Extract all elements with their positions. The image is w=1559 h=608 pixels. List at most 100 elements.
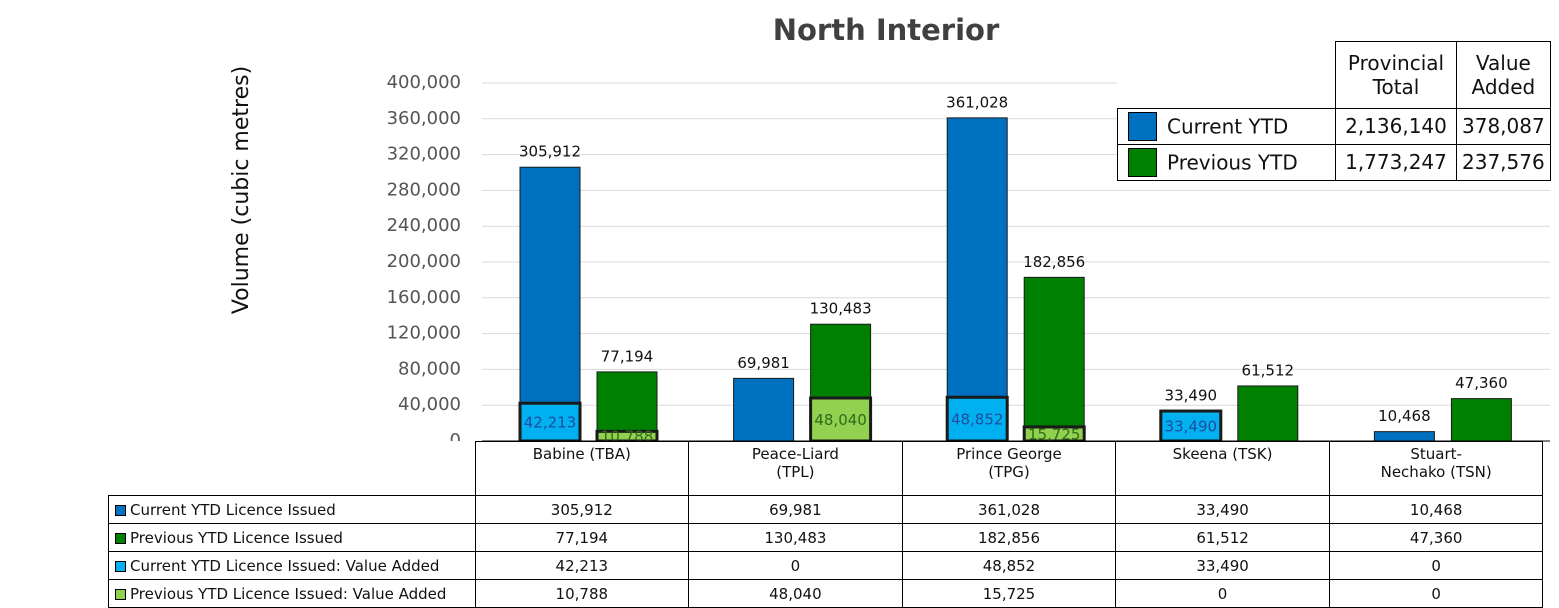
y-tick-label: 120,000 (387, 323, 461, 344)
data-label: 48,040 (814, 411, 867, 429)
header-text: Value Added (1471, 50, 1536, 99)
y-tick-label: 40,000 (398, 394, 461, 415)
table-value: 69,981 (688, 495, 903, 524)
table-value: 15,725 (901, 579, 1117, 608)
x-tick-label: Prince George (TPG) (956, 445, 1062, 481)
y-tick-label: 400,000 (387, 72, 461, 93)
bar (809, 396, 873, 443)
bar (519, 166, 581, 442)
legend-swatch (115, 560, 126, 572)
data-label: 10,468 (1378, 407, 1431, 425)
legend-label: Previous YTD Licence Issued: Value Added (130, 584, 447, 603)
summary-table: Provincial Total Value Added Current YTD 2,… (1117, 41, 1551, 181)
table-value: 47,360 (1328, 523, 1544, 552)
table-value: 361,028 (901, 495, 1117, 524)
table-value: 2,136,140 (1335, 107, 1457, 145)
y-tick-label: 200,000 (387, 251, 461, 272)
legend-swatch (1128, 111, 1157, 141)
data-label: 33,490 (1165, 418, 1218, 436)
y-axis-label: Volume (cubic metres) (229, 66, 254, 314)
category-cell: Babine (TBA) (474, 441, 690, 496)
table-value: 237,576 (1456, 143, 1551, 181)
data-label: 69,981 (737, 354, 790, 372)
y-tick-label: 280,000 (387, 179, 461, 200)
table-value: 48,852 (901, 551, 1117, 580)
data-table: Babine (TBA) Peace-Liard (TPL) Prince Geor… (108, 441, 1544, 608)
legend-cell: Current YTD Licence Issued (108, 495, 476, 524)
data-label: 130,483 (810, 300, 872, 318)
legend-label: Previous YTD Licence Issued (130, 528, 343, 547)
data-label: 47,360 (1455, 374, 1508, 392)
x-tick-label: Stuart-Nechako (TSN) (1380, 445, 1492, 481)
data-label: 305,912 (519, 143, 581, 161)
table-value: 77,194 (474, 523, 690, 552)
bar (946, 117, 1008, 442)
legend-cell: Previous YTD Licence Issued: Value Added (108, 579, 476, 608)
table-row: Previous YTD Licence Issued 77,194 130,483… (108, 523, 1544, 552)
table-row: Previous YTD Licence Issued: Value Added… (108, 579, 1544, 608)
table-row: Provincial Total Value Added (1117, 41, 1551, 109)
table-value: 130,483 (688, 523, 903, 552)
legend-label: Current YTD Licence Issued (130, 500, 336, 519)
data-label: 33,490 (1165, 387, 1218, 405)
table-value: 378,087 (1456, 107, 1551, 145)
category-cell: Stuart-Nechako (TSN) (1328, 441, 1544, 496)
table-value: 0 (1115, 579, 1330, 608)
y-tick-label: 360,000 (387, 108, 461, 129)
y-tick-label: 320,000 (387, 144, 461, 165)
data-label: 361,028 (946, 93, 1008, 111)
table-value: 305,912 (474, 495, 690, 524)
y-tick-label: 160,000 (387, 287, 461, 308)
data-label: 15,725 (1028, 425, 1081, 443)
table-value: 61,512 (1115, 523, 1330, 552)
x-tick-label: Peace-Liard (TPL) (751, 445, 839, 481)
bar (1450, 398, 1512, 442)
y-tick-label: 80,000 (398, 358, 461, 379)
legend-label: Previous YTD (1167, 150, 1298, 174)
table-row: Babine (TBA) Peace-Liard (TPL) Prince Geor… (108, 441, 1544, 496)
table-value: 42,213 (474, 551, 690, 580)
table-cell (108, 441, 476, 496)
legend-label: Current YTD (1167, 114, 1289, 138)
chart-title: North Interior (773, 13, 1000, 47)
bar (596, 371, 658, 442)
table-value: 10,468 (1328, 495, 1544, 524)
column-header: Provincial Total (1335, 41, 1457, 109)
table-value: 33,490 (1115, 551, 1330, 580)
data-label: 77,194 (601, 347, 654, 365)
bar (733, 377, 795, 442)
table-value: 1,773,247 (1335, 143, 1457, 181)
table-value: 48,040 (688, 579, 903, 608)
column-header: Value Added (1456, 41, 1551, 109)
category-cell: Skeena (TSK) (1115, 441, 1330, 496)
bar (1023, 276, 1085, 442)
data-label: 182,856 (1023, 253, 1085, 271)
legend-cell: Previous YTD (1117, 143, 1336, 181)
legend-cell: Current YTD Licence Issued: Value Added (108, 551, 476, 580)
table-value: 10,788 (474, 579, 690, 608)
legend-label: Current YTD Licence Issued: Value Added (130, 556, 440, 575)
data-label: 42,213 (524, 414, 577, 432)
table-row: Previous YTD 1,773,247 237,576 (1117, 143, 1551, 181)
header-text: Provincial Total (1347, 50, 1445, 99)
bar (1373, 431, 1435, 442)
data-label: 48,852 (951, 411, 1004, 429)
legend-swatch (115, 504, 126, 516)
data-label: 61,512 (1242, 361, 1295, 379)
table-value: 0 (688, 551, 903, 580)
x-tick-label: Skeena (TSK) (1172, 445, 1273, 463)
bar (1237, 385, 1299, 442)
category-cell: Peace-Liard (TPL) (688, 441, 903, 496)
legend-swatch (115, 588, 126, 600)
x-tick-label: Babine (TBA) (532, 445, 631, 463)
category-cell: Prince George (TPG) (901, 441, 1117, 496)
legend-swatch (1128, 147, 1157, 177)
table-cell (1117, 41, 1336, 109)
table-value: 0 (1328, 551, 1544, 580)
table-value: 182,856 (901, 523, 1117, 552)
y-tick-label: 0 (450, 430, 461, 451)
legend-cell: Previous YTD Licence Issued (108, 523, 476, 552)
table-value: 0 (1328, 579, 1544, 608)
